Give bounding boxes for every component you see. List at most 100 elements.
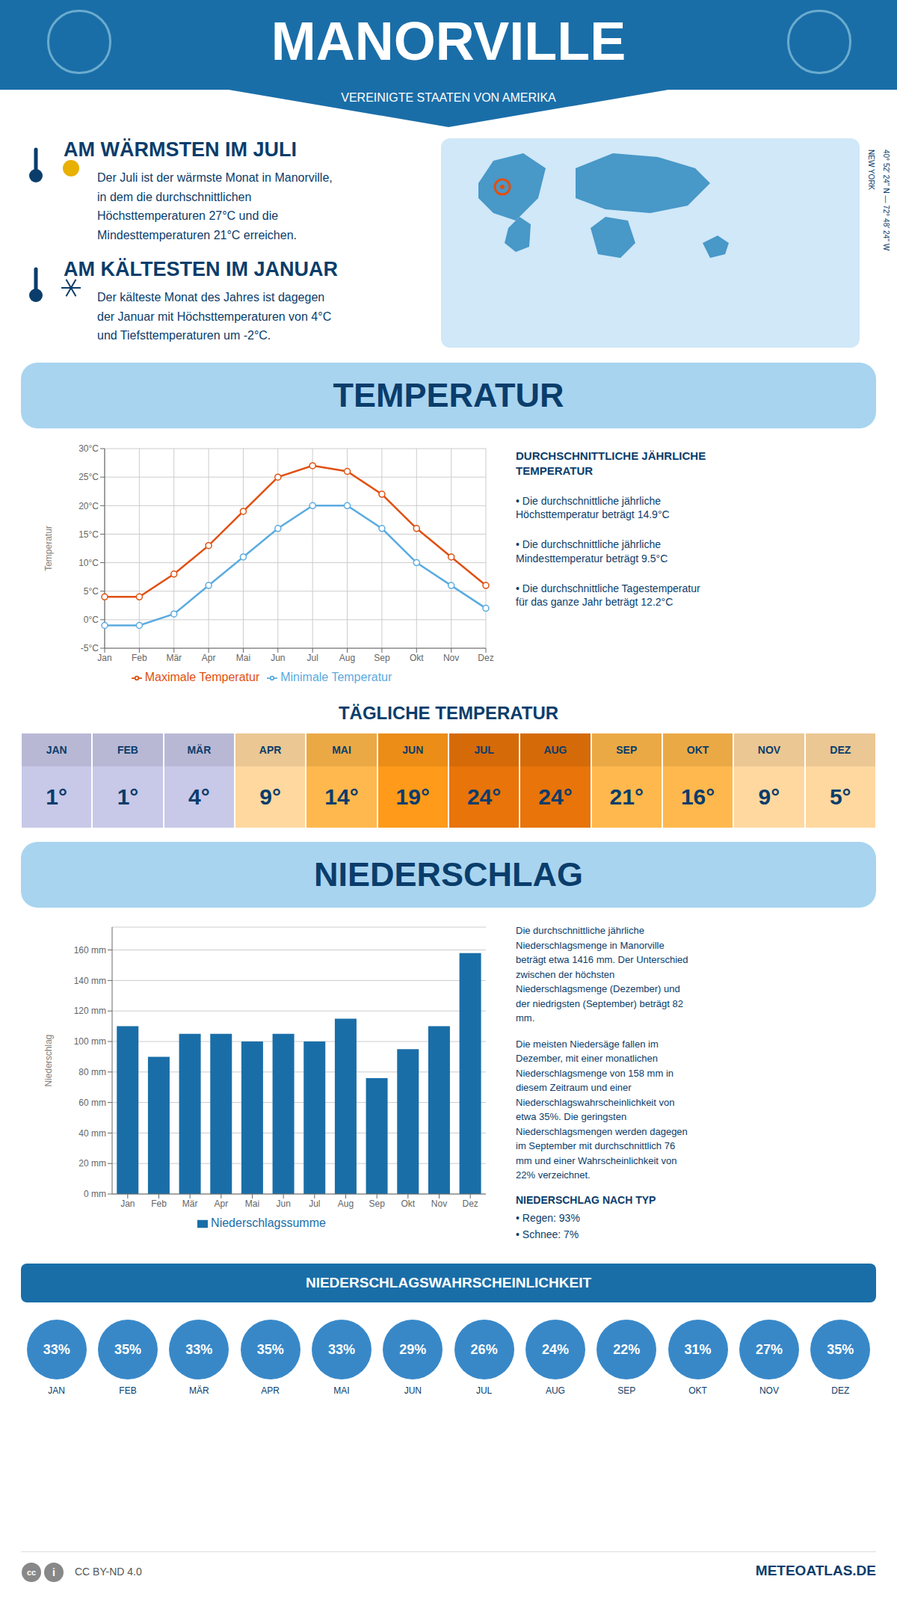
html-text:JAN: JAN: [46, 743, 68, 756]
svg-text:40 mm: 40 mm: [78, 1127, 107, 1139]
svg-text:Aug: Aug: [337, 1198, 354, 1209]
html-text:35%: 35%: [256, 1341, 284, 1357]
svg-text:100 mm: 100 mm: [74, 1036, 107, 1047]
svg-text:Apr: Apr: [201, 652, 217, 664]
html-text:MÄR: MÄR: [187, 743, 212, 756]
html-text:1°: 1°: [117, 784, 139, 809]
html-text:Der kälteste Monat des Jahres: Der kälteste Monat des Jahres ist dagege…: [97, 290, 332, 342]
html-text:• Die durchschnittliche jährli: • Die durchschnittliche jährliche Höchst…: [515, 494, 670, 521]
html-text:Der Juli ist der wärmste Monat: Der Juli ist der wärmste Monat in Manorv…: [97, 171, 333, 242]
html-text:21°: 21°: [609, 784, 644, 809]
svg-text:Mär: Mär: [182, 1198, 199, 1209]
html-text:24%: 24%: [541, 1341, 569, 1357]
svg-text:Nov: Nov: [443, 652, 459, 664]
html-text:NIEDERSCHLAGSWAHRSCHEINLICHKEI: NIEDERSCHLAGSWAHRSCHEINLICHKEIT: [305, 1274, 592, 1291]
html-text:APR: APR: [259, 743, 282, 756]
html-text:19°: 19°: [395, 784, 430, 809]
html-text:24°: 24°: [467, 784, 502, 809]
html-text:SEP: SEP: [616, 743, 638, 756]
svg-text:15°C: 15°C: [78, 529, 99, 540]
html-text:VEREINIGTE STAATEN VON AMERIKA: VEREINIGTE STAATEN VON AMERIKA: [341, 91, 556, 104]
svg-text:Jul: Jul: [308, 1198, 320, 1209]
svg-text:Jan: Jan: [97, 652, 112, 664]
html-text:NIEDERSCHLAG: NIEDERSCHLAG: [313, 855, 584, 894]
svg-text:Dez: Dez: [461, 1198, 478, 1209]
svg-text:5°C: 5°C: [83, 586, 99, 597]
svg-text:120 mm: 120 mm: [74, 1005, 107, 1016]
html-text:14°: 14°: [324, 784, 359, 809]
svg-text:30°C: 30°C: [78, 443, 99, 454]
html-text:24°: 24°: [538, 784, 573, 809]
html-text:METEOATLAS.DE: METEOATLAS.DE: [755, 1562, 877, 1578]
html-text:16°: 16°: [680, 784, 715, 809]
svg-text:Dez: Dez: [477, 652, 494, 664]
html-text:AM WÄRMSTEN IM JULI: AM WÄRMSTEN IM JULI: [63, 138, 297, 161]
html-text:5°: 5°: [829, 784, 852, 809]
html-text:1°: 1°: [45, 784, 68, 809]
html-text:33%: 33%: [43, 1341, 71, 1357]
svg-text:Feb: Feb: [131, 652, 148, 664]
html-text:NIEDERSCHLAG NACH TYP: NIEDERSCHLAG NACH TYP: [515, 1193, 656, 1206]
svg-text:Mär: Mär: [165, 652, 182, 664]
html-text:MAI: MAI: [331, 743, 352, 756]
svg-text:0 mm: 0 mm: [83, 1188, 107, 1199]
html-text:Die durchschnittliche jährlich: Die durchschnittliche jährliche Niedersc…: [515, 924, 689, 1024]
svg-text:Okt: Okt: [409, 652, 424, 664]
svg-text:-5°C: -5°C: [80, 642, 99, 654]
svg-text:Jun: Jun: [270, 652, 285, 664]
html-text:DURCHSCHNITTLICHE JÄHRLICHE TE: DURCHSCHNITTLICHE JÄHRLICHE TEMPERATUR: [515, 449, 706, 477]
html-text:AM KÄLTESTEN IM JANUAR: AM KÄLTESTEN IM JANUAR: [63, 257, 338, 281]
svg-text:Temperatur: Temperatur: [43, 525, 54, 572]
svg-text:0°C: 0°C: [83, 614, 99, 625]
svg-text:140 mm: 140 mm: [74, 975, 107, 986]
svg-text:10°C: 10°C: [78, 557, 99, 569]
html-text:4°: 4°: [188, 784, 210, 809]
html-text:33%: 33%: [185, 1341, 213, 1357]
html-text:35%: 35%: [826, 1341, 854, 1357]
html-text:MANORVILLE: MANORVILLE: [271, 11, 626, 72]
html-text:TEMPERATUR: TEMPERATUR: [332, 375, 565, 415]
html-text:22%: 22%: [613, 1341, 641, 1357]
html-text:9°: 9°: [259, 784, 282, 809]
html-text:27%: 27%: [755, 1341, 783, 1357]
html-text:33%: 33%: [328, 1341, 356, 1357]
html-text:JUL: JUL: [474, 743, 495, 756]
html-text:29%: 29%: [399, 1341, 427, 1357]
html-text:DEZ: DEZ: [829, 743, 851, 756]
html-text:• Die durchschnittliche jährli: • Die durchschnittliche jährliche Mindes…: [515, 538, 668, 565]
svg-text:Jun: Jun: [275, 1198, 291, 1209]
svg-text:Sep: Sep: [373, 652, 391, 664]
html-text:9°: 9°: [758, 784, 780, 809]
svg-text:Mai: Mai: [236, 652, 251, 664]
html-text:26%: 26%: [470, 1341, 498, 1357]
svg-text:20°C: 20°C: [78, 500, 99, 512]
svg-text:160 mm: 160 mm: [74, 944, 107, 956]
html-text:TÄGLICHE TEMPERATUR: TÄGLICHE TEMPERATUR: [338, 702, 559, 723]
svg-text:Feb: Feb: [150, 1198, 167, 1209]
svg-text:Jan: Jan: [120, 1198, 135, 1209]
html-text:AUG: AUG: [543, 743, 567, 756]
svg-text:Jul: Jul: [307, 652, 319, 664]
html-text:• Die durchschnittliche Tagest: • Die durchschnittliche Tagestemperatur …: [515, 582, 701, 608]
html-text:Minimale Temperatur: Minimale Temperatur: [280, 670, 392, 684]
html-text:35%: 35%: [114, 1341, 142, 1357]
svg-text:25°C: 25°C: [78, 471, 99, 483]
svg-text:Nov: Nov: [431, 1198, 448, 1209]
html-text:Die meisten Niedersäge fallen: Die meisten Niedersäge fallen im Dezembe…: [515, 1037, 688, 1181]
svg-text:80 mm: 80 mm: [78, 1066, 107, 1078]
html-text:JUN: JUN: [402, 743, 424, 756]
svg-text:Sep: Sep: [368, 1198, 385, 1209]
svg-text:Mai: Mai: [245, 1198, 260, 1209]
svg-text:20 mm: 20 mm: [78, 1157, 107, 1169]
html-text:Niederschlagssumme: Niederschlagssumme: [210, 1216, 326, 1229]
html-text:Maximale Temperatur: Maximale Temperatur: [144, 670, 260, 684]
svg-text:Apr: Apr: [213, 1198, 228, 1209]
html-text:NOV: NOV: [757, 743, 781, 756]
html-text:OKT: OKT: [686, 743, 709, 756]
html-text:31%: 31%: [684, 1341, 712, 1357]
html-text:FEB: FEB: [117, 743, 139, 756]
svg-text:Okt: Okt: [400, 1198, 415, 1209]
svg-text:60 mm: 60 mm: [78, 1097, 107, 1108]
svg-text:Niederschlag: Niederschlag: [43, 1033, 54, 1087]
svg-text:Aug: Aug: [339, 652, 356, 664]
